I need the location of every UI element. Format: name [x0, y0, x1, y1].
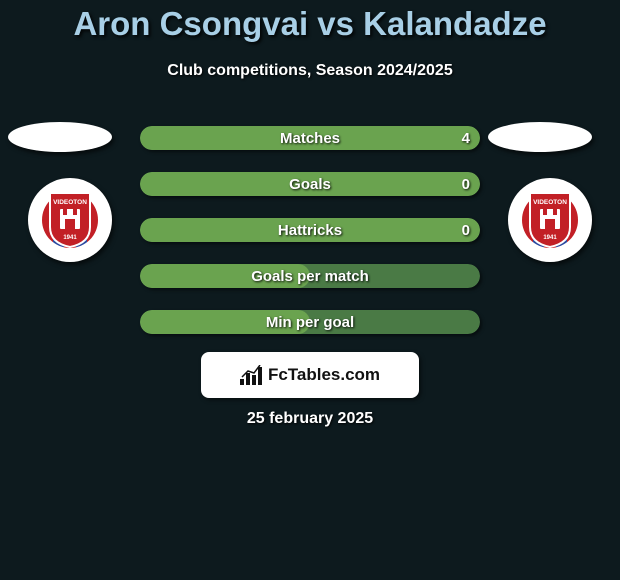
page-title: Aron Csongvai vs Kalandadze [0, 5, 620, 43]
bar-label: Matches [140, 126, 480, 150]
stat-bar: Hattricks0 [140, 218, 480, 242]
svg-text:1941: 1941 [543, 235, 557, 241]
svg-text:1941: 1941 [63, 235, 77, 241]
fctables-logo: FcTables.com [201, 352, 419, 398]
badge-shield-right: VIDEOTON 1941 [526, 191, 574, 249]
fctables-text: FcTables.com [268, 365, 380, 385]
badge-shield-left: VIDEOTON 1941 [46, 191, 94, 249]
bar-label: Goals per match [140, 264, 480, 288]
subtitle: Club competitions, Season 2024/2025 [0, 62, 620, 80]
stat-bar: Goals per match [140, 264, 480, 288]
bar-value: 0 [462, 218, 470, 242]
bar-value: 0 [462, 172, 470, 196]
club-badge-right: VIDEOTON 1941 [508, 178, 592, 262]
stat-bar: Goals0 [140, 172, 480, 196]
svg-text:VIDEOTON: VIDEOTON [53, 199, 87, 206]
player-ellipse-right [488, 122, 592, 152]
stat-bar: Min per goal [140, 310, 480, 334]
stat-bars: Matches4Goals0Hattricks0Goals per matchM… [140, 126, 480, 356]
bar-label: Goals [140, 172, 480, 196]
bars-icon [240, 365, 264, 385]
comparison-infographic: Aron Csongvai vs Kalandadze Club competi… [0, 0, 620, 580]
svg-text:VIDEOTON: VIDEOTON [533, 199, 567, 206]
club-badge-left: VIDEOTON 1941 [28, 178, 112, 262]
date-text: 25 february 2025 [0, 410, 620, 428]
player-ellipse-left [8, 122, 112, 152]
bar-label: Hattricks [140, 218, 480, 242]
bar-value: 4 [462, 126, 470, 150]
bar-label: Min per goal [140, 310, 480, 334]
stat-bar: Matches4 [140, 126, 480, 150]
